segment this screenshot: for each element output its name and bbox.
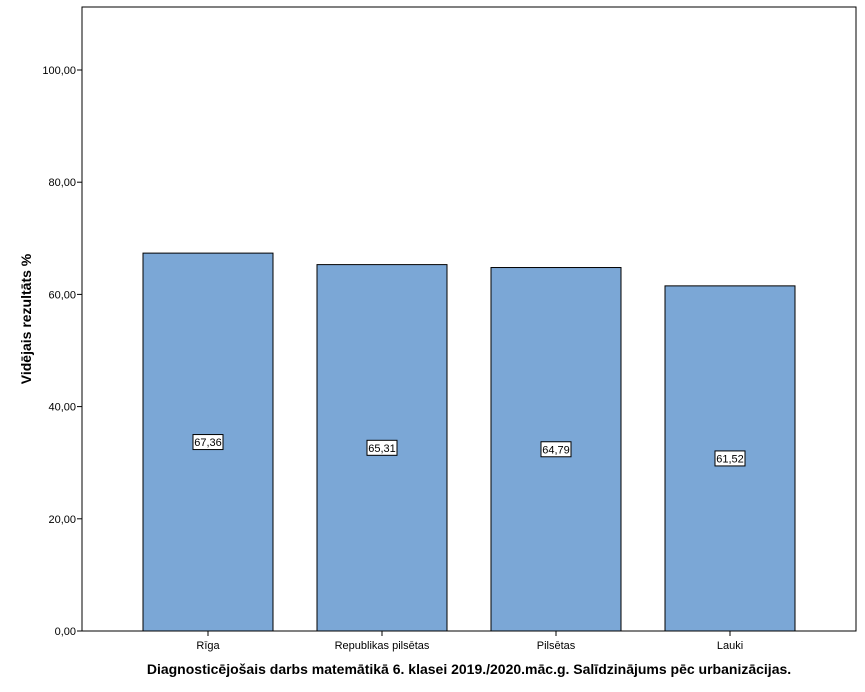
y-tick-label: 40,00 <box>48 402 76 414</box>
data-label-box <box>714 450 746 467</box>
x-tick-label: Rīga <box>196 640 220 652</box>
y-tick-label: 60,00 <box>48 289 76 301</box>
y-tick-label: 20,00 <box>48 514 76 526</box>
data-label-box <box>540 441 572 458</box>
data-label-box <box>192 434 224 451</box>
data-label: 61,52 <box>716 453 744 465</box>
y-axis-title: Vidējais rezultāts % <box>18 253 34 384</box>
bars: 67,36 65,31 64,79 61,52 <box>142 252 796 632</box>
x-tick-label: Republikas pilsētas <box>335 640 430 652</box>
x-axis-ticks: Rīga Republikas pilsētas Pilsētas Lauki <box>196 631 743 652</box>
data-label: 65,31 <box>368 443 396 455</box>
y-axis-ticks: 0,00 20,00 40,00 60,00 80,00 100,00 <box>42 65 82 638</box>
data-label-box <box>366 439 398 456</box>
data-label: 67,36 <box>194 437 222 449</box>
y-tick-label: 100,00 <box>42 65 76 77</box>
y-tick-label: 0,00 <box>55 626 76 638</box>
x-axis-title: Diagnosticējošais darbs matemātikā 6. kl… <box>147 661 791 677</box>
data-label: 64,79 <box>542 444 570 456</box>
x-tick-label: Pilsētas <box>537 640 576 652</box>
y-tick-label: 80,00 <box>48 177 76 189</box>
x-tick-label: Lauki <box>717 640 743 652</box>
